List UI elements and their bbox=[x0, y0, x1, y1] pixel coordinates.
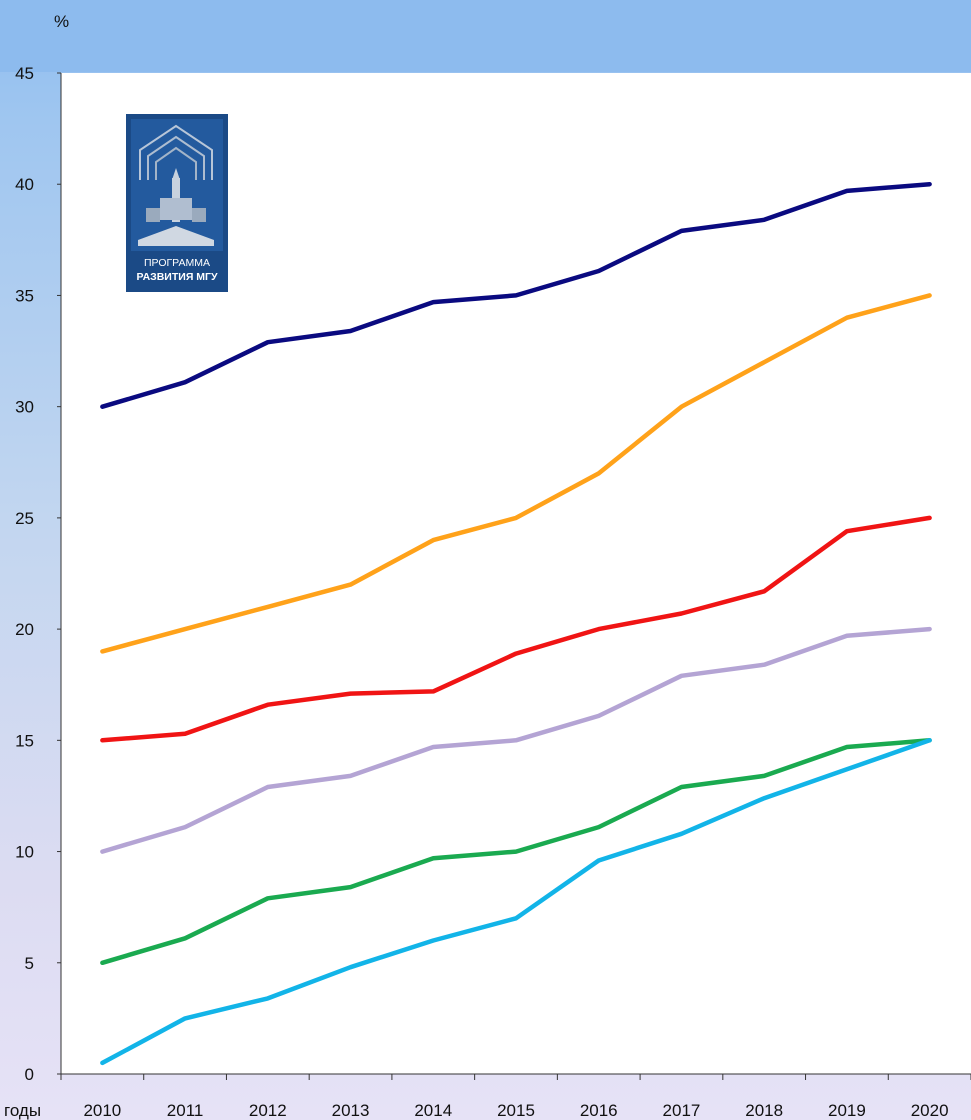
y-tick-label: 0 bbox=[25, 1065, 34, 1084]
x-axis-title: годы bbox=[4, 1101, 41, 1120]
y-tick-label: 10 bbox=[15, 843, 34, 862]
series-line-6 bbox=[100, 738, 932, 1066]
x-tick-label: 2017 bbox=[663, 1101, 701, 1120]
series-line-2 bbox=[100, 293, 932, 654]
header-band bbox=[0, 0, 971, 72]
series-line-4 bbox=[100, 626, 932, 854]
x-tick-label: 2012 bbox=[249, 1101, 287, 1120]
series-line-3 bbox=[100, 515, 932, 743]
series-line-5 bbox=[100, 738, 932, 966]
y-axis-unit-label: % bbox=[54, 12, 69, 31]
x-tick-label: 2020 bbox=[911, 1101, 949, 1120]
x-tick-label: 2019 bbox=[828, 1101, 866, 1120]
logo-text-line1: ПРОГРАММА bbox=[144, 257, 210, 269]
y-tick-label: 25 bbox=[15, 509, 34, 528]
x-tick-label: 2014 bbox=[414, 1101, 452, 1120]
y-tick-label: 45 bbox=[15, 64, 34, 83]
series-line-1 bbox=[100, 181, 932, 409]
y-axis-ticks: 0 5 10 15 20 25 30 35 40 45 bbox=[15, 64, 61, 1084]
msu-program-logo: ПРОГРАММА РАЗВИТИЯ МГУ bbox=[126, 114, 228, 292]
x-tick-label: 2015 bbox=[497, 1101, 535, 1120]
y-tick-label: 30 bbox=[15, 398, 34, 417]
x-tick-label: 2013 bbox=[332, 1101, 370, 1120]
y-tick-label: 40 bbox=[15, 175, 34, 194]
x-tick-label: 2016 bbox=[580, 1101, 618, 1120]
logo-text-line2: РАЗВИТИЯ МГУ bbox=[136, 271, 217, 283]
x-tick-label: 2010 bbox=[83, 1101, 121, 1120]
y-tick-label: 15 bbox=[15, 731, 34, 750]
y-tick-label: 35 bbox=[15, 286, 34, 305]
x-axis-ticks: 2010 2011 2012 2013 2014 2015 2016 2017 2018 2019… bbox=[60, 1074, 971, 1120]
x-tick-label: 2011 bbox=[167, 1101, 204, 1120]
y-tick-label: 20 bbox=[15, 620, 34, 639]
series-lines bbox=[100, 181, 932, 1066]
x-tick-label: 2018 bbox=[745, 1101, 783, 1120]
y-tick-label: 5 bbox=[25, 954, 34, 973]
